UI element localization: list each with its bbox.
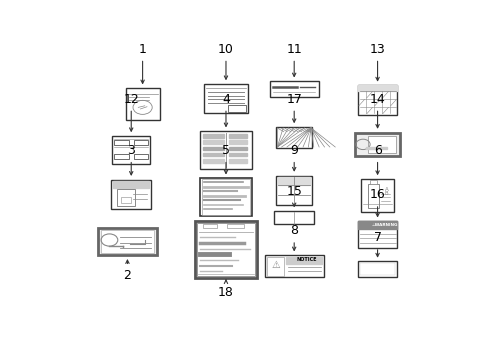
Bar [367, 184, 378, 208]
Polygon shape [228, 140, 246, 144]
Polygon shape [203, 159, 224, 163]
Bar [269, 81, 318, 96]
Bar [197, 223, 254, 276]
Text: 6: 6 [373, 144, 381, 157]
Bar [112, 136, 150, 164]
Bar [203, 224, 217, 228]
Text: 13: 13 [369, 43, 385, 56]
Text: B: B [384, 192, 387, 197]
Bar [276, 176, 311, 205]
Polygon shape [203, 140, 224, 144]
Polygon shape [357, 221, 397, 229]
Polygon shape [113, 181, 149, 188]
Text: 14: 14 [369, 93, 385, 105]
Text: 1: 1 [139, 43, 146, 56]
Bar [134, 154, 148, 159]
Text: ⚠WARNING: ⚠WARNING [371, 223, 397, 227]
Bar [264, 255, 323, 278]
Text: 7: 7 [373, 231, 381, 244]
Polygon shape [285, 257, 321, 264]
Bar [228, 105, 245, 112]
Polygon shape [228, 134, 246, 138]
Polygon shape [278, 177, 310, 185]
Bar [266, 257, 284, 276]
Text: A: A [384, 186, 387, 192]
Polygon shape [357, 85, 397, 91]
Bar [194, 221, 257, 278]
Bar [200, 178, 251, 216]
Text: 16: 16 [369, 188, 385, 201]
Bar [114, 140, 128, 145]
Polygon shape [203, 147, 224, 150]
Bar [357, 85, 397, 114]
Text: 18: 18 [218, 286, 233, 299]
Bar [98, 228, 157, 255]
Text: 11: 11 [286, 43, 302, 56]
Text: ⚠: ⚠ [271, 260, 279, 270]
Polygon shape [203, 153, 224, 157]
Bar [204, 84, 247, 113]
Text: NOTICE: NOTICE [296, 257, 316, 262]
Text: 3: 3 [127, 144, 135, 157]
Bar [114, 154, 128, 159]
Bar [357, 261, 397, 277]
Bar [359, 263, 394, 275]
Polygon shape [228, 147, 246, 150]
Text: 5: 5 [222, 144, 229, 157]
Bar [134, 140, 148, 145]
Text: 9: 9 [290, 144, 298, 157]
Text: 4: 4 [222, 93, 229, 105]
Bar [117, 189, 135, 206]
Bar [121, 197, 131, 203]
Bar [101, 230, 154, 253]
Text: 2: 2 [123, 269, 131, 282]
Bar [226, 224, 244, 228]
Bar [125, 88, 159, 120]
Bar [368, 136, 395, 153]
Bar [200, 131, 251, 168]
Bar [111, 180, 151, 209]
Polygon shape [366, 147, 386, 149]
Text: 12: 12 [123, 93, 139, 105]
Bar [276, 127, 311, 148]
Text: 8: 8 [289, 224, 298, 237]
Polygon shape [228, 153, 246, 157]
Bar [354, 132, 400, 156]
Polygon shape [203, 134, 224, 138]
Text: 15: 15 [285, 185, 302, 198]
Bar [202, 179, 249, 215]
Bar [357, 221, 397, 248]
Text: 17: 17 [285, 93, 302, 105]
Bar [369, 180, 376, 184]
Polygon shape [228, 159, 246, 163]
Bar [361, 179, 393, 212]
Text: 10: 10 [218, 43, 233, 56]
Bar [274, 211, 313, 225]
